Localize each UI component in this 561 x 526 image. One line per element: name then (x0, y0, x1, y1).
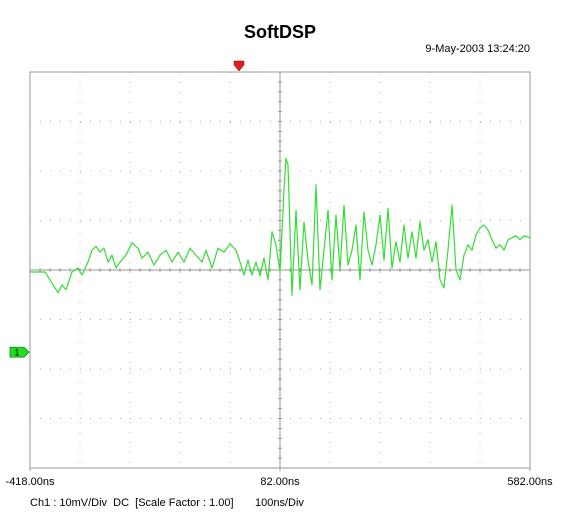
waveform (30, 157, 531, 296)
x-tick-label: 582.00ns (507, 476, 553, 488)
trigger-marker (233, 60, 245, 72)
chart-title: SoftDSP (244, 22, 316, 42)
x-tick-label: 82.00ns (260, 476, 300, 488)
ground-marker (9, 346, 30, 358)
channel-info: Ch1 : 10mV/Div DC [Scale Factor : 1.00] (30, 497, 234, 509)
timestamp: 9-May-2003 13:24:20 (425, 43, 530, 55)
x-tick-label: -418.00ns (6, 476, 55, 488)
ground-marker-label: 1 (14, 348, 19, 358)
timebase: 100ns/Div (255, 497, 304, 509)
